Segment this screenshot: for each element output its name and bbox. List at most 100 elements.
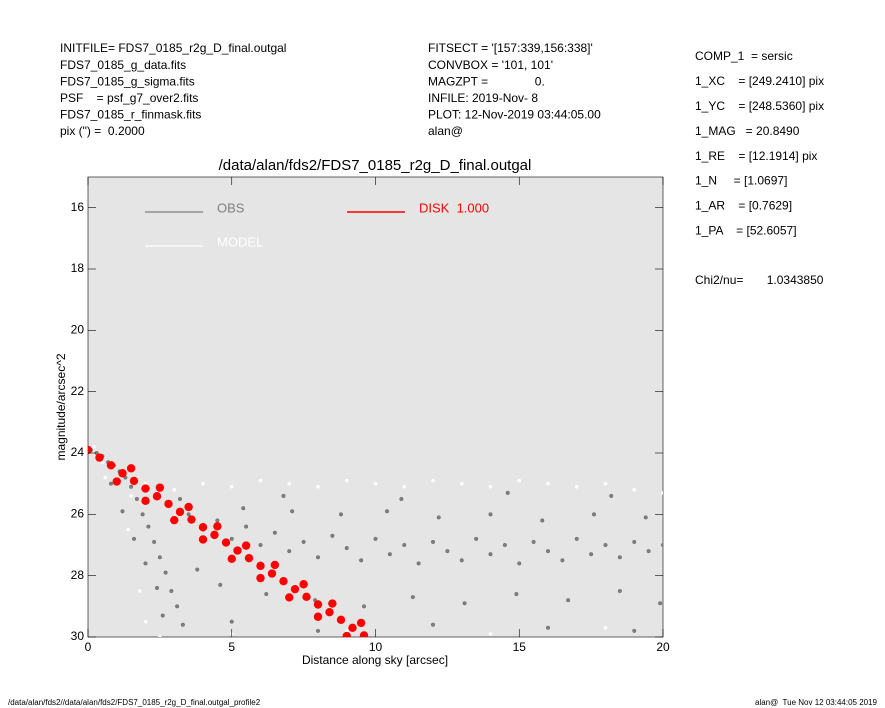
header-right-line: 1_RE = [12.1914] pix [695, 149, 817, 163]
data-point [661, 491, 663, 495]
data-point [603, 481, 608, 486]
plot-area [87, 176, 664, 638]
data-point [574, 484, 579, 489]
data-point [373, 481, 378, 486]
data-point [617, 589, 622, 594]
data-point [416, 561, 421, 566]
header-right-line: 1_YC = [248.5360] pix [695, 99, 824, 113]
data-point [517, 561, 522, 566]
x-tick-label: 5 [228, 640, 235, 654]
data-point [316, 628, 321, 633]
data-point [431, 622, 436, 627]
header-right-line: 1_N = [1.0697] [695, 174, 787, 188]
data-point [103, 475, 108, 480]
data-point [163, 570, 168, 575]
data-point [387, 552, 392, 557]
data-point [488, 552, 493, 557]
data-point [566, 598, 571, 603]
data-point [316, 484, 320, 489]
header-middle-line: CONVBOX = '101, 101' [428, 58, 553, 72]
data-point [459, 481, 464, 486]
data-point [632, 628, 637, 633]
data-point [241, 541, 251, 550]
data-point [287, 481, 292, 486]
data-point [186, 512, 191, 517]
data-point [221, 538, 231, 547]
data-point [348, 623, 357, 632]
data-point [155, 483, 165, 492]
data-point [227, 554, 236, 563]
header-middle-line: FITSECT = '[157:339,156:338]' [428, 41, 593, 55]
data-point [344, 478, 349, 483]
data-point [410, 595, 415, 600]
data-point [574, 536, 579, 541]
data-point [328, 599, 337, 608]
y-tick-label: 24 [71, 445, 85, 459]
points [88, 445, 663, 637]
data-point [474, 536, 479, 541]
data-point [146, 524, 151, 529]
data-point [285, 593, 294, 602]
data-point [272, 530, 277, 535]
data-point [160, 613, 165, 618]
data-point [336, 615, 346, 625]
data-point [339, 512, 344, 517]
data-point [154, 585, 159, 590]
data-point [373, 536, 378, 541]
chi2: Chi2/nu= 1.0343850 [695, 273, 824, 287]
header-middle-line: PLOT: 12-Nov-2019 03:44:05.00 [428, 108, 601, 122]
header: INITFILE= FDS7_0185_r2g_D_final.outgal FD… [60, 41, 824, 237]
data-point [313, 612, 323, 621]
data-point [356, 618, 366, 628]
data-point [229, 619, 234, 624]
data-point [177, 497, 182, 502]
data-point [210, 530, 219, 540]
data-point [129, 494, 133, 498]
data-point [140, 512, 145, 517]
data-point [589, 552, 594, 557]
data-point [184, 502, 193, 512]
legend-label: MODEL [217, 234, 263, 249]
data-point [279, 576, 288, 586]
data-point [131, 536, 136, 541]
x-tick-label: 15 [513, 640, 527, 654]
data-point [195, 567, 200, 572]
data-point [609, 493, 614, 498]
y-tick-label: 28 [71, 568, 85, 582]
data-point [658, 601, 663, 606]
legend-label: DISK 1.000 [419, 200, 489, 215]
header-right-line: 1_XC = [249.2410] pix [695, 74, 824, 88]
data-point [213, 522, 222, 531]
data-point [287, 549, 292, 554]
data-point [617, 555, 622, 560]
data-point [164, 499, 173, 509]
x-tick-label: 0 [85, 640, 92, 654]
data-point [632, 488, 637, 492]
data-point [325, 607, 334, 617]
data-point [256, 561, 265, 571]
data-point [141, 484, 150, 493]
data-point [187, 515, 196, 524]
data-point [603, 543, 608, 548]
data-point [152, 539, 157, 544]
header-middle-line: INFILE: 2019-Nov- 8 [428, 91, 538, 105]
y-tick-label: 26 [71, 507, 85, 521]
data-point [302, 592, 311, 602]
data-point [362, 604, 367, 609]
data-point [344, 629, 349, 633]
data-point [175, 507, 185, 517]
data-point [431, 539, 436, 544]
data-point [175, 604, 180, 609]
data-point [134, 497, 139, 502]
header-left-line: INITFILE= FDS7_0185_r2g_D_final.outgal [60, 41, 286, 55]
header-middle-line: MAGZPT = 0. [428, 74, 545, 88]
data-point [88, 445, 93, 455]
data-point [546, 625, 551, 630]
data-point [91, 445, 96, 449]
data-point [301, 539, 306, 544]
x-tick-label: 10 [369, 640, 383, 654]
data-point [129, 484, 134, 489]
data-point [546, 549, 551, 554]
data-point [258, 543, 263, 548]
